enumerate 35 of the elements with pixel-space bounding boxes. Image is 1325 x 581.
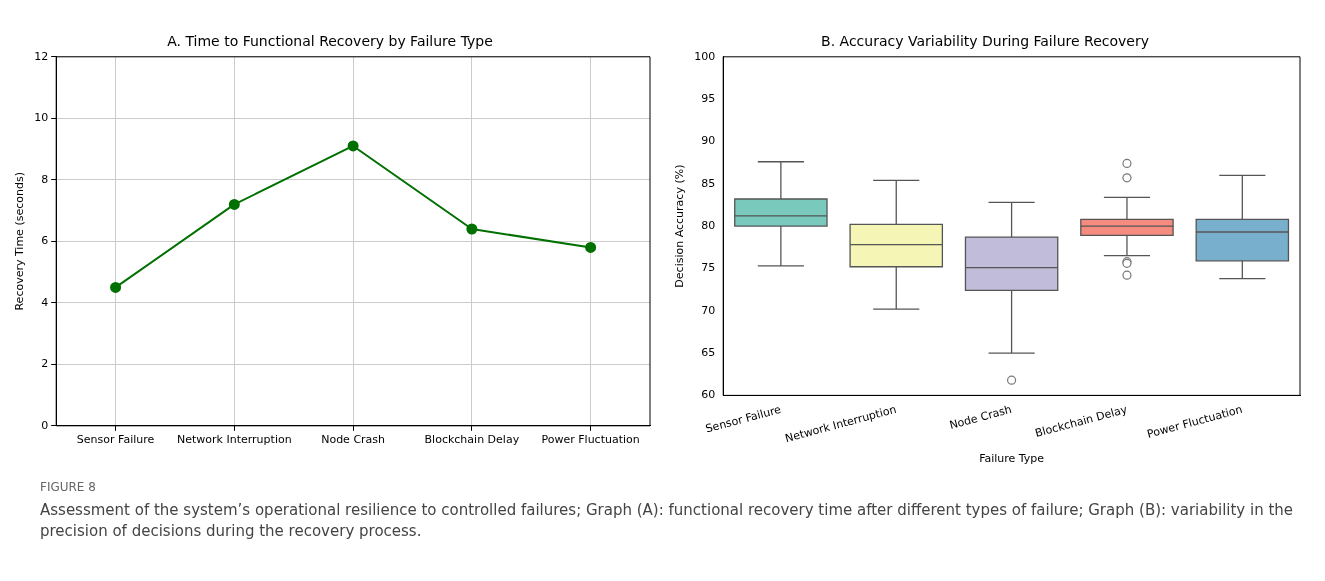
x-tick-label: Blockchain Delay (424, 433, 520, 447)
y-tick-label: 80 (701, 218, 716, 232)
y-axis-title: Decision Accuracy (%) (673, 164, 687, 288)
point (110, 281, 122, 293)
y-tick-label: 75 (701, 261, 716, 275)
y-tick-label: 12 (34, 49, 49, 63)
y-tick-label: 65 (701, 345, 716, 359)
point (228, 198, 240, 210)
y-tick-label: 0 (41, 418, 49, 432)
x-tick-label: Sensor Failure (76, 433, 155, 447)
x-tick-label: Node Crash (321, 433, 386, 447)
y-tick-label: 2 (41, 357, 49, 371)
point (585, 241, 597, 253)
y-tick-label: 10 (34, 111, 49, 125)
chart-title: A. Time to Functional Recovery by Failure Type (167, 33, 493, 50)
x-tick-label: Node Crash (948, 402, 1014, 432)
y-tick-label: 8 (41, 172, 49, 186)
x-tick-label: Sensor Failure (704, 402, 783, 436)
x-tick-label: Network Interruption (177, 433, 292, 447)
point (466, 223, 478, 235)
x-tick-label: Power Fluctuation (541, 433, 640, 447)
point (347, 140, 359, 152)
x-axis-title: Failure Type (979, 452, 1045, 466)
y-axis-title: Recovery Time (seconds) (13, 172, 27, 311)
y-tick-label: 85 (701, 176, 716, 190)
y-tick-label: 4 (41, 295, 49, 309)
y-tick-label: 95 (701, 91, 716, 105)
y-tick-label: 60 (701, 388, 716, 402)
y-tick-label: 100 (694, 49, 716, 63)
y-tick-label: 70 (701, 303, 716, 317)
chart-title: B. Accuracy Variability During Failure Recovery (821, 33, 1149, 50)
caption: FIGURE 8 (40, 480, 97, 494)
text: Assessment of the system’s operational resilience to controlled failures; Graph (A): functional recovery time after different types of failure; Graph (B): variability in the precision of decisions during the recovery process. (40, 500, 1295, 542)
y-tick-label: 6 (41, 234, 49, 248)
y-tick-label: 90 (701, 134, 716, 148)
